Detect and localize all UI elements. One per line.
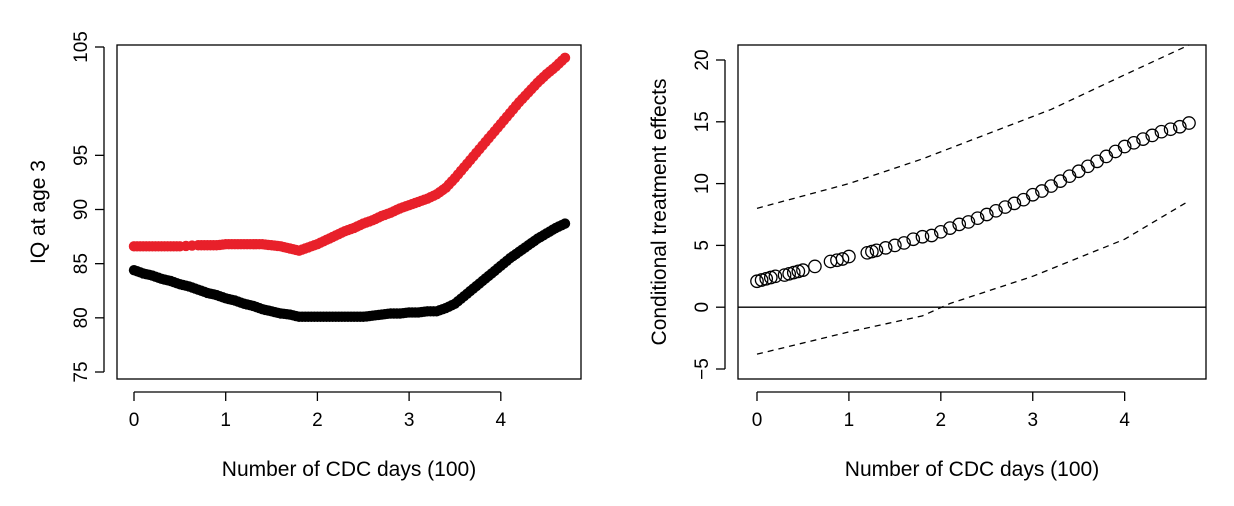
right-x-tick-label: 3 <box>1027 410 1038 431</box>
right-data-point <box>989 203 1003 218</box>
right-data-point <box>1025 187 1040 202</box>
right-data-point <box>842 249 856 264</box>
left-data-point <box>559 218 571 229</box>
right-data-point <box>768 269 783 284</box>
right-data-point <box>1081 159 1095 174</box>
left-x-tick-label: 2 <box>312 410 323 431</box>
right-data-point <box>924 228 939 243</box>
left-x-tick-label: 0 <box>129 410 140 431</box>
left-chart: 0 1 2 3 4 75 80 85 90 95 105 Number of CDC days (… <box>27 31 582 481</box>
right-data-point <box>1145 128 1160 143</box>
right-data-point <box>1136 132 1150 146</box>
right-x-tick-label: 2 <box>936 410 947 431</box>
right-y-tick-label: 10 <box>692 173 713 194</box>
right-y-tick-label: 20 <box>692 49 713 70</box>
right-data-point <box>1154 124 1169 139</box>
left-x-tick-label: 1 <box>220 410 231 431</box>
right-data-point <box>1071 164 1086 179</box>
right-y-tick-label: −5 <box>692 358 713 380</box>
right-x-tick-label: 4 <box>1119 410 1130 431</box>
right-y-axis: −5 0 5 10 15 20 <box>692 49 726 380</box>
right-data-point <box>1172 119 1187 134</box>
left-y-tick-label: 75 <box>71 361 92 382</box>
right-data-point <box>961 215 976 229</box>
right-data-point <box>835 252 850 266</box>
right-data-point <box>998 200 1013 214</box>
right-band-line <box>756 200 1190 355</box>
right-data-point <box>1044 179 1058 193</box>
left-y-axis: 75 80 85 90 95 105 <box>71 31 105 383</box>
left-y-tick-label: 105 <box>71 31 92 63</box>
right-x-axis-title: Number of CDC days (100) <box>845 458 1099 481</box>
left-data-points <box>128 52 571 322</box>
right-data-point <box>1099 149 1114 164</box>
left-x-axis: 0 1 2 3 4 <box>129 391 507 431</box>
right-data-point <box>906 232 921 247</box>
right-y-tick-label: 15 <box>692 111 713 132</box>
right-data-point <box>915 229 930 244</box>
right-data-point <box>1007 196 1022 211</box>
right-data-point <box>970 211 985 226</box>
left-data-point <box>559 52 571 64</box>
right-data-point <box>1163 122 1178 137</box>
right-y-tick-label: 0 <box>692 302 713 313</box>
right-data-point <box>869 243 884 258</box>
left-y-tick-label: 85 <box>71 253 92 274</box>
right-data-point <box>808 259 822 274</box>
right-x-tick-label: 0 <box>752 410 763 431</box>
right-y-axis-title: Conditional treatment effects <box>648 79 671 346</box>
right-data-point <box>943 221 957 235</box>
left-x-axis-title: Number of CDC days (100) <box>222 458 476 481</box>
left-x-tick-label: 3 <box>404 410 415 431</box>
right-data-point <box>1053 174 1068 188</box>
right-band-line <box>756 44 1190 209</box>
right-lines <box>738 44 1206 355</box>
right-data-point <box>878 241 893 255</box>
right-data-point <box>1127 135 1141 150</box>
left-plot-frame <box>116 44 582 380</box>
right-data-point <box>796 263 810 277</box>
right-data-point <box>897 236 911 250</box>
right-data-point <box>888 238 902 253</box>
right-x-tick-label: 1 <box>844 410 855 431</box>
right-chart: 0 1 2 3 4 −5 0 5 10 15 20 Number of CDC days (100… <box>648 44 1207 481</box>
right-data-point <box>1182 116 1196 130</box>
right-data-point <box>1090 154 1104 169</box>
right-data-point <box>933 224 948 239</box>
right-y-tick-label: 5 <box>692 240 713 251</box>
left-y-axis-title: IQ at age 3 <box>27 160 50 264</box>
right-data-points <box>750 116 1196 289</box>
left-x-tick-label: 4 <box>496 410 507 431</box>
right-data-point <box>1108 144 1123 159</box>
right-x-axis: 0 1 2 3 4 <box>752 391 1130 431</box>
right-data-point <box>1062 169 1077 184</box>
right-data-point <box>952 217 967 232</box>
left-y-tick-label: 90 <box>71 199 92 220</box>
right-data-point <box>979 207 994 222</box>
left-y-tick-label: 80 <box>71 307 92 328</box>
right-data-point <box>1117 139 1132 154</box>
left-y-tick-label: 95 <box>71 145 92 166</box>
right-plot-frame <box>737 44 1207 380</box>
